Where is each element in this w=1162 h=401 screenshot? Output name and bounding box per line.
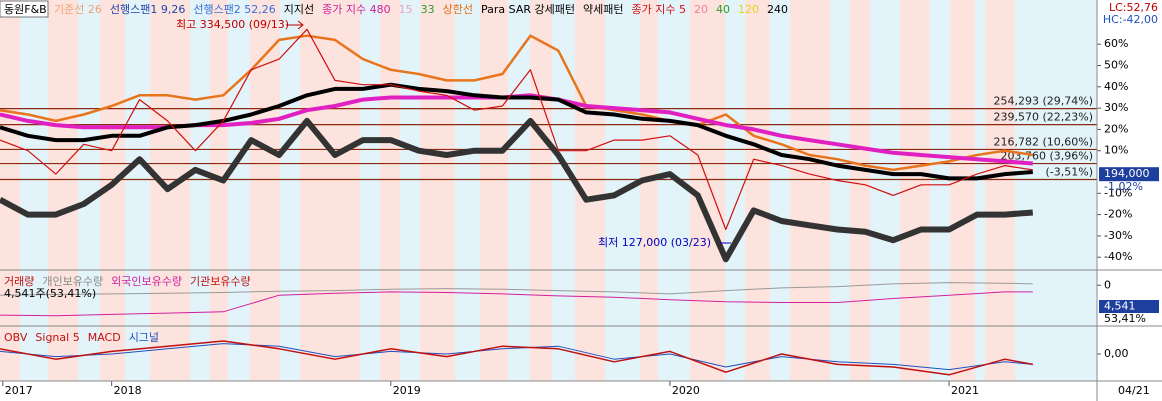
legend-item[interactable]: 15 xyxy=(399,3,413,16)
y-tick-label: 40% xyxy=(1104,80,1128,93)
legend-item[interactable]: 20 xyxy=(694,3,708,16)
x-tick-label: 2017 xyxy=(5,384,33,397)
series-line xyxy=(0,117,1034,263)
stripe xyxy=(380,0,400,381)
current-box xyxy=(1099,300,1159,313)
legend-item[interactable]: 선행스팬1 9,26 xyxy=(110,3,185,16)
x-tick-label: 2021 xyxy=(951,384,979,397)
x-tick-label: 2020 xyxy=(672,384,700,397)
level-label: (-3,51%) xyxy=(1046,165,1094,178)
y-tick-label: 10% xyxy=(1104,144,1128,157)
legend-item[interactable]: 시그널 xyxy=(129,331,159,344)
legend-item[interactable]: 240 xyxy=(767,3,788,16)
current-price: 194,000 xyxy=(1104,167,1150,180)
current-volume: 4,541 xyxy=(1104,300,1136,313)
level-label: 254,293 (29,74%) xyxy=(993,95,1093,108)
stripe xyxy=(250,0,280,381)
y-tick-label: 20% xyxy=(1104,122,1128,135)
stripe xyxy=(480,0,508,381)
stripe xyxy=(985,0,1015,381)
stripe xyxy=(420,0,455,381)
stripe xyxy=(530,0,552,381)
legend-item[interactable]: 40 xyxy=(716,3,730,16)
stock-name-box[interactable] xyxy=(0,0,49,18)
series-line xyxy=(0,82,1033,181)
legend-item[interactable]: 기준선 26 xyxy=(54,3,102,16)
current-pct: -1,02% xyxy=(1104,180,1143,193)
stripe xyxy=(48,0,78,381)
legend-item[interactable]: MACD xyxy=(88,331,121,344)
legend-item[interactable]: 지지선 xyxy=(284,3,314,16)
y-tick-label: 0,00 xyxy=(1104,347,1129,360)
legend-item[interactable]: Para SAR 강세패턴 xyxy=(481,3,575,16)
series-line xyxy=(0,291,1033,317)
stripe xyxy=(745,0,770,381)
hc-label: HC:-42,00 xyxy=(1103,13,1158,26)
legend-item[interactable]: Signal 5 xyxy=(35,331,79,344)
legend-item[interactable]: 33 xyxy=(421,3,435,16)
series-line xyxy=(0,28,1033,231)
stripes xyxy=(0,0,1097,381)
y-tick-label: -10% xyxy=(1104,186,1132,199)
legend-item[interactable]: OBV xyxy=(4,331,28,344)
series-line xyxy=(0,282,1033,296)
stock-name[interactable]: 동원F&B xyxy=(4,3,47,16)
y-tick-label: 60% xyxy=(1104,37,1128,50)
legend-item[interactable]: 선행스팬2 52,26 xyxy=(193,3,275,16)
current-volume-pct: 53,41% xyxy=(1104,312,1146,325)
annotation: 최저 127,000 (03/23) xyxy=(598,236,711,249)
stripe xyxy=(210,0,228,381)
holding-info: 4,541주(53,41%) xyxy=(4,287,96,300)
annotation-arrow xyxy=(286,20,304,30)
stripe xyxy=(640,0,658,381)
level-label: 216,782 (10,60%) xyxy=(993,135,1093,148)
y-tick-label: -20% xyxy=(1104,208,1132,221)
y-tick-label: 50% xyxy=(1104,59,1128,72)
y-tick-label: 0 xyxy=(1104,278,1111,291)
series-line xyxy=(0,34,1033,172)
legend-item[interactable]: 거래량 xyxy=(4,275,34,288)
y-tick-label: -40% xyxy=(1104,250,1132,263)
legend-item[interactable]: 120 xyxy=(738,3,759,16)
legend-item[interactable]: 상한선 xyxy=(443,3,473,16)
last-date: 04/21 xyxy=(1118,384,1150,397)
stripe xyxy=(300,0,360,381)
level-label: 239,570 (22,23%) xyxy=(993,111,1093,124)
x-tick-label: 2018 xyxy=(114,384,142,397)
stripe xyxy=(790,0,830,381)
legend-item[interactable]: 개인보유수량 xyxy=(42,275,103,288)
annotation: 최고 334,500 (09/13) xyxy=(176,18,289,31)
stripe xyxy=(950,0,975,381)
stripe xyxy=(0,0,20,381)
y-tick-label: 30% xyxy=(1104,101,1128,114)
legend-item[interactable]: 종가 지수 5 xyxy=(631,3,685,16)
x-tick-label: 2019 xyxy=(393,384,421,397)
legend-item[interactable]: 종가 지수 480 xyxy=(322,3,390,16)
series-line xyxy=(0,340,1033,376)
stripe xyxy=(850,0,870,381)
legend-item[interactable]: 기관보유수량 xyxy=(190,275,251,288)
y-tick-label: -30% xyxy=(1104,229,1132,242)
legend-item[interactable]: 외국인보유수량 xyxy=(111,275,182,288)
legend-item[interactable]: 약세패턴 xyxy=(583,2,623,16)
lc-label: LC:52,76 xyxy=(1109,1,1158,14)
current-box xyxy=(1099,167,1159,182)
